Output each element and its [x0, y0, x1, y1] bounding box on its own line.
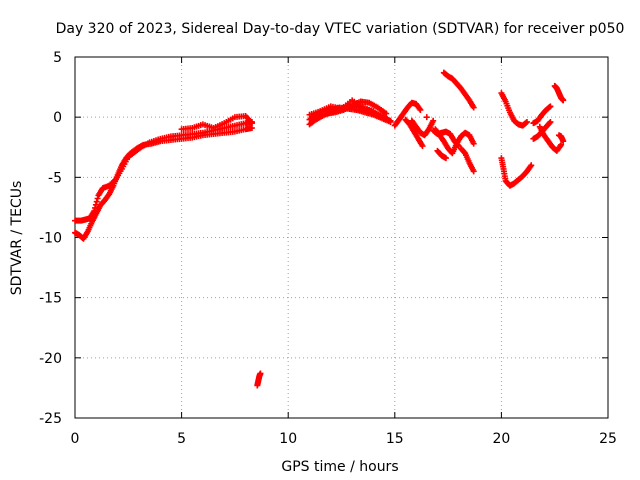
series-arc-4-a: [498, 90, 530, 129]
y-tick-label: 0: [53, 110, 62, 126]
x-axis: 0 5 10 15 20 25: [71, 57, 617, 447]
x-tick-label: 20: [492, 431, 510, 447]
data-point: [523, 118, 530, 125]
data-point: [430, 117, 437, 124]
data-point: [423, 114, 430, 121]
data-points: [72, 69, 567, 389]
y-axis-label: SDTVAR / TECUs: [9, 181, 25, 296]
series-arc-3-i: [423, 114, 430, 121]
data-point: [546, 119, 553, 126]
series-arc-4-d: [530, 103, 554, 127]
y-tick-label: -20: [39, 351, 62, 367]
x-tick-label: 0: [71, 431, 80, 447]
series-arc-1-lower: [72, 124, 255, 242]
data-point: [528, 162, 535, 169]
series-arc-3-g: [434, 147, 449, 162]
series-arc-1-mid: [178, 112, 255, 133]
y-tick-label: 5: [53, 50, 62, 66]
data-point: [370, 108, 377, 115]
series-arc-2-d: [306, 97, 377, 118]
y-tick-label: -10: [39, 231, 62, 247]
data-point: [470, 104, 477, 111]
data-point: [547, 103, 554, 110]
series-outlier: [254, 370, 264, 389]
x-tick-label: 5: [177, 431, 186, 447]
series-arc-3-a: [391, 99, 424, 129]
data-point: [387, 118, 394, 125]
data-point: [248, 120, 255, 127]
x-tick-label: 15: [386, 431, 404, 447]
series-arc-3-h: [457, 145, 477, 175]
series-arc-3-f: [432, 126, 477, 157]
series-arc-3-c: [408, 117, 437, 139]
data-point: [560, 138, 567, 145]
data-point: [419, 143, 426, 150]
y-tick-label: -25: [39, 411, 62, 427]
data-point: [470, 140, 477, 147]
y-axis: 5 0 -5 -10 -15 -20 -25: [39, 50, 608, 427]
chart-title: Day 320 of 2023, Sidereal Day-to-day VTE…: [56, 21, 625, 37]
data-point: [383, 110, 390, 117]
data-point: [93, 198, 100, 205]
x-tick-label: 25: [599, 431, 617, 447]
x-tick-label: 10: [279, 431, 297, 447]
data-point: [417, 106, 424, 113]
x-axis-label: GPS time / hours: [281, 459, 398, 475]
series-arc-4-g: [555, 132, 567, 145]
y-tick-label: -15: [39, 291, 62, 307]
series-arc-4-b: [498, 155, 535, 189]
y-tick-label: -5: [48, 170, 62, 186]
data-point: [442, 155, 449, 162]
data-point: [257, 370, 264, 377]
series-arc-4-e: [536, 123, 565, 154]
data-point: [470, 168, 477, 175]
data-point: [560, 97, 567, 104]
data-point: [94, 195, 101, 202]
series-arc-3-e: [440, 69, 477, 111]
series-arc-4-f: [551, 82, 567, 104]
data-point: [558, 141, 565, 148]
data-point: [547, 118, 554, 125]
